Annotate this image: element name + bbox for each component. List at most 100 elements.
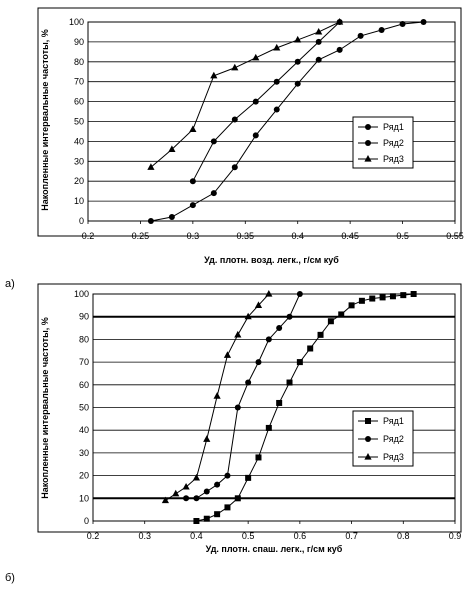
y-tick-label: 60 xyxy=(74,97,84,107)
data-point xyxy=(358,297,365,304)
data-point xyxy=(389,293,396,300)
data-point xyxy=(214,481,221,488)
data-point xyxy=(286,379,293,386)
y-tick-label: 20 xyxy=(79,471,89,481)
data-point xyxy=(296,291,303,297)
data-point xyxy=(189,178,196,185)
data-point xyxy=(210,138,217,145)
y-tick-label: 60 xyxy=(79,380,89,390)
series-line-1 xyxy=(196,293,414,522)
chart-frame xyxy=(37,283,462,533)
y-tick-label: 70 xyxy=(74,77,84,87)
data-point xyxy=(294,80,301,87)
x-tick-label: 0.3 xyxy=(138,531,151,541)
data-point xyxy=(276,325,283,332)
data-point xyxy=(296,359,303,366)
data-point xyxy=(399,20,406,27)
y-tick-label: 0 xyxy=(84,516,89,526)
legend-entry: Ряд2 xyxy=(383,434,404,444)
data-point xyxy=(213,392,221,399)
data-point xyxy=(252,53,260,61)
data-point xyxy=(245,474,252,481)
y-tick-label: 70 xyxy=(79,357,89,367)
data-point xyxy=(245,379,252,386)
data-point xyxy=(172,489,180,497)
data-point xyxy=(338,311,345,318)
data-point xyxy=(357,32,364,39)
data-point xyxy=(286,313,293,320)
data-point xyxy=(203,488,210,495)
data-point xyxy=(168,145,176,152)
y-tick-label: 50 xyxy=(79,403,89,413)
x-tick-label: 0.7 xyxy=(345,531,358,541)
data-point xyxy=(265,336,272,343)
data-point xyxy=(147,218,154,224)
data-point xyxy=(369,295,376,302)
y-tick-label: 80 xyxy=(79,334,89,344)
x-tick-label: 0.9 xyxy=(449,531,462,541)
data-point xyxy=(224,472,231,479)
legend-entry: Ряд3 xyxy=(383,154,404,164)
y-axis-title: Накопленные интервальные частоты, % xyxy=(40,317,50,499)
legend-entry: Ряд1 xyxy=(383,122,404,132)
data-point xyxy=(254,301,263,308)
legend-marker xyxy=(365,436,371,442)
data-point xyxy=(231,116,238,123)
x-tick-label: 0.8 xyxy=(397,531,410,541)
y-tick-label: 30 xyxy=(79,448,89,458)
data-point xyxy=(223,351,232,358)
data-point xyxy=(265,290,273,297)
data-point xyxy=(307,345,314,352)
y-tick-label: 90 xyxy=(79,312,89,322)
plot-area xyxy=(92,293,456,522)
y-tick-label: 10 xyxy=(79,493,89,503)
data-point xyxy=(400,292,407,299)
data-point xyxy=(315,56,322,63)
data-point xyxy=(273,78,280,85)
legend-entry: Ряд1 xyxy=(383,416,404,426)
data-point xyxy=(192,473,201,481)
y-axis-title: Накопленные интервальные частоты, % xyxy=(40,29,50,211)
data-point xyxy=(231,63,239,71)
data-point xyxy=(410,291,417,297)
data-point xyxy=(294,35,302,43)
data-point xyxy=(234,404,241,411)
legend-marker xyxy=(365,140,371,146)
x-tick-label: 0.4 xyxy=(190,531,203,541)
y-tick-label: 50 xyxy=(74,117,84,127)
panel-label: б) xyxy=(5,572,15,584)
chart-panel-b: 0 10 20 30 40 50 60 70 80 90 100 0.2 0.3 0.4 0.5 0.6 0.7… xyxy=(5,283,462,584)
data-point xyxy=(336,46,343,53)
data-point xyxy=(327,318,334,325)
y-tick-label: 90 xyxy=(74,37,84,47)
x-tick-label: 0.25 xyxy=(132,231,150,241)
y-tick-label: 40 xyxy=(74,136,84,146)
data-point xyxy=(189,202,196,209)
plot-area xyxy=(87,21,456,222)
data-point xyxy=(294,58,301,65)
data-point xyxy=(147,163,155,170)
legend-entry: Ряд2 xyxy=(383,138,404,148)
data-point xyxy=(210,190,217,197)
x-tick-label: 0.45 xyxy=(341,231,359,241)
y-tick-label: 40 xyxy=(79,425,89,435)
x-axis-title: Уд. плотн. возд. легк., г/см куб xyxy=(204,255,339,265)
data-point xyxy=(336,18,344,25)
data-point xyxy=(189,125,197,133)
y-tick-label: 10 xyxy=(74,196,84,206)
legend-marker xyxy=(365,124,371,130)
series-line-2 xyxy=(192,21,341,182)
data-point xyxy=(193,518,200,524)
x-tick-label: 0.3 xyxy=(187,231,200,241)
data-point xyxy=(182,482,190,490)
legend-marker xyxy=(364,155,372,162)
data-point xyxy=(252,132,259,139)
series-line-1 xyxy=(150,21,424,222)
data-point xyxy=(252,98,259,105)
data-point xyxy=(168,214,175,221)
legend-marker xyxy=(364,453,372,460)
data-point xyxy=(203,435,211,442)
data-point xyxy=(214,511,221,518)
data-point xyxy=(210,71,218,79)
